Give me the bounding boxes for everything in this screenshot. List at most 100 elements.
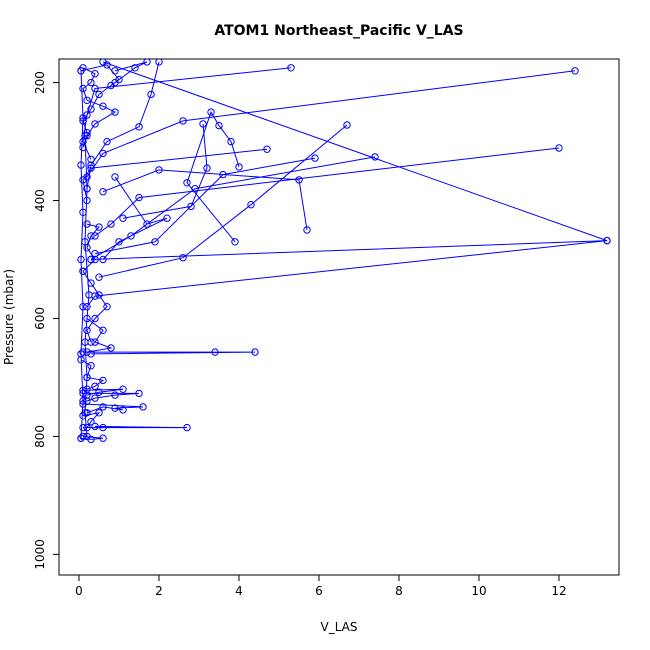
profile-series	[119, 120, 211, 222]
data-point	[303, 226, 311, 234]
chart-title: ATOM1 Northeast_Pacific V_LAS	[214, 23, 463, 39]
profile-series	[99, 173, 171, 264]
data-point	[95, 273, 103, 281]
data-point	[91, 232, 99, 240]
x-tick-label: 0	[75, 584, 83, 598]
data-point	[115, 238, 123, 246]
data-point	[81, 338, 89, 346]
profile-series	[79, 220, 103, 275]
profile-series	[111, 59, 151, 87]
data-point	[99, 149, 107, 158]
data-point	[211, 348, 219, 356]
series-line	[82, 223, 100, 272]
data-point	[295, 176, 303, 184]
data-point	[107, 344, 115, 352]
profile-series	[95, 121, 351, 281]
data-point	[179, 254, 187, 262]
data-point	[95, 388, 103, 396]
profile-series	[79, 267, 111, 346]
data-point	[83, 326, 91, 334]
series-line	[80, 70, 84, 439]
data-point	[603, 236, 611, 245]
data-point	[87, 418, 95, 426]
data-point	[135, 389, 143, 398]
data-point	[79, 267, 87, 275]
data-point	[215, 121, 223, 130]
data-point	[263, 145, 271, 153]
series-line	[90, 61, 608, 260]
data-point	[79, 432, 87, 441]
series-line	[86, 318, 113, 353]
data-point	[87, 105, 95, 113]
data-point	[95, 409, 103, 417]
series-line	[83, 425, 188, 429]
data-point	[95, 291, 103, 299]
data-point	[91, 70, 99, 78]
profile-series	[79, 145, 271, 205]
data-point	[147, 90, 155, 99]
series-line	[114, 61, 148, 84]
data-point	[77, 161, 85, 169]
data-point	[99, 403, 107, 411]
data-point	[87, 255, 95, 264]
data-point	[119, 385, 127, 393]
data-point	[207, 108, 215, 116]
profile-series	[91, 154, 319, 258]
data-point	[95, 223, 103, 231]
data-point	[79, 303, 87, 311]
data-point	[91, 394, 99, 402]
data-point	[131, 64, 139, 72]
series-line	[94, 157, 316, 255]
data-point	[111, 67, 119, 75]
data-point	[77, 67, 85, 75]
data-point	[81, 409, 89, 417]
series-line	[86, 70, 576, 178]
data-point	[87, 78, 95, 87]
data-point	[183, 423, 191, 432]
data-point	[231, 238, 239, 246]
data-point	[199, 120, 207, 128]
data-point	[87, 155, 95, 164]
data-point	[79, 397, 87, 405]
series-line	[80, 359, 105, 390]
profile-series	[183, 108, 243, 246]
series-line	[186, 110, 240, 243]
data-point	[99, 434, 107, 442]
data-point	[91, 120, 99, 128]
data-point	[111, 108, 119, 116]
data-point	[187, 202, 195, 211]
data-point	[135, 193, 143, 202]
profile-series	[79, 348, 259, 358]
data-point	[81, 238, 89, 246]
y-axis: 200 400 600 800 1000	[33, 71, 60, 570]
data-point	[91, 84, 99, 93]
data-point	[91, 338, 99, 346]
data-point	[111, 391, 119, 399]
series-line	[122, 123, 208, 219]
series-line	[94, 147, 560, 237]
data-point	[343, 121, 351, 129]
data-point	[251, 348, 259, 356]
data-point	[103, 303, 111, 311]
data-point	[99, 188, 107, 196]
data-point	[555, 144, 563, 152]
data-point	[183, 179, 191, 187]
profile-series	[83, 236, 611, 311]
series-line	[83, 351, 256, 355]
series-line	[90, 156, 376, 260]
data-point	[83, 373, 91, 382]
series-line	[82, 271, 108, 343]
y-tick-label: 1000	[33, 539, 47, 570]
data-point	[371, 153, 379, 161]
x-tick-label: 6	[315, 584, 323, 598]
x-tick-label: 8	[395, 584, 403, 598]
data-point	[83, 220, 91, 228]
y-tick-label: 200	[33, 71, 47, 94]
x-tick-label: 2	[155, 584, 163, 598]
series-line	[102, 176, 168, 260]
data-point	[135, 123, 143, 131]
data-point	[79, 348, 87, 356]
data-point	[81, 132, 89, 140]
profile-series	[91, 144, 563, 240]
y-tick-label: 800	[33, 425, 47, 448]
